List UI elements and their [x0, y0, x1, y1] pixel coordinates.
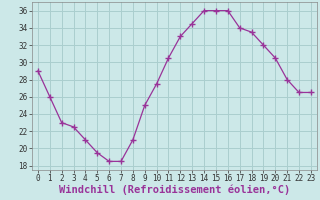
X-axis label: Windchill (Refroidissement éolien,°C): Windchill (Refroidissement éolien,°C) — [59, 185, 290, 195]
